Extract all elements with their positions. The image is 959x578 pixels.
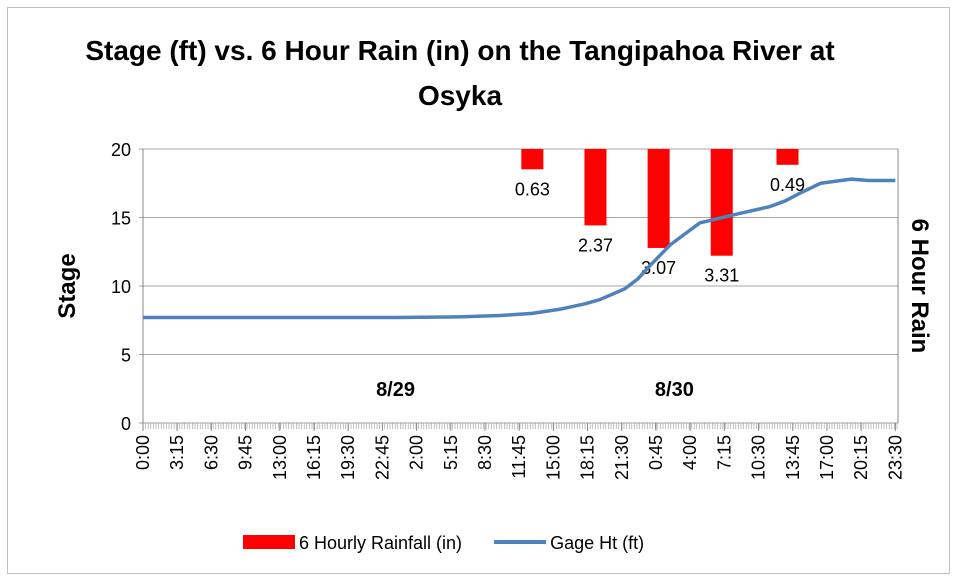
bar	[521, 149, 544, 170]
x-tick-label: 5:15	[441, 435, 461, 470]
data-label: 3.07	[641, 258, 676, 278]
bar	[647, 149, 670, 248]
y-tick-label: 5	[121, 346, 131, 366]
x-tick-label: 19:30	[338, 435, 358, 480]
legend-label: Gage Ht (ft)	[550, 533, 644, 553]
x-tick-label: 2:00	[407, 435, 427, 470]
x-tick-label: 9:45	[236, 435, 256, 470]
x-tick-label: 18:15	[578, 435, 598, 480]
y-tick-label: 10	[111, 277, 131, 297]
chart-border	[7, 7, 950, 574]
legend-label: 6 Hourly Rainfall (in)	[299, 533, 462, 553]
line	[143, 177, 896, 320]
x-tick-label: 0:00	[133, 435, 153, 470]
bar	[776, 149, 799, 165]
x-tick-label: 6:30	[201, 435, 221, 470]
x-tick-label: 23:30	[885, 435, 905, 480]
x-tick-label: 16:15	[304, 435, 324, 480]
x-tick-label: 13:00	[270, 435, 290, 480]
y-tick-label: 15	[111, 209, 131, 229]
x-tick-label: 10:30	[749, 435, 769, 480]
x-tick-label: 17:00	[817, 435, 837, 480]
y-axis-title: Stage	[54, 253, 81, 318]
data-label: 2.37	[578, 235, 613, 255]
x-tick-label: 22:45	[372, 435, 392, 480]
bar	[710, 149, 733, 256]
x-tick-label: 11:45	[509, 435, 529, 479]
annotation: 8/29	[376, 379, 415, 401]
x-tick-label: 0:45	[646, 435, 666, 470]
x-tick-label: 4:00	[680, 435, 700, 470]
x-tick-label: 3:15	[167, 435, 187, 470]
data-label: 3.31	[704, 266, 739, 286]
y-tick-label: 0	[121, 414, 131, 434]
x-tick-label: 8:30	[475, 435, 495, 470]
x-tick-label: 13:45	[783, 435, 803, 480]
data-label: 0.49	[770, 175, 805, 195]
x-tick-label: 15:00	[543, 435, 563, 480]
chart-title: Stage (ft) vs. 6 Hour Rain (in) on the T…	[85, 35, 835, 111]
bar	[584, 149, 607, 226]
x-tick-label: 20:15	[851, 435, 871, 480]
data-label: 0.63	[515, 179, 550, 199]
annotation: 8/30	[655, 379, 694, 401]
x-tick-label: 21:30	[612, 435, 632, 480]
x-tick-label: 7:15	[714, 435, 734, 470]
y-tick-label: 20	[111, 140, 131, 160]
y2-axis-title: 6 Hour Rain	[906, 219, 933, 354]
legend-swatch	[243, 535, 295, 549]
